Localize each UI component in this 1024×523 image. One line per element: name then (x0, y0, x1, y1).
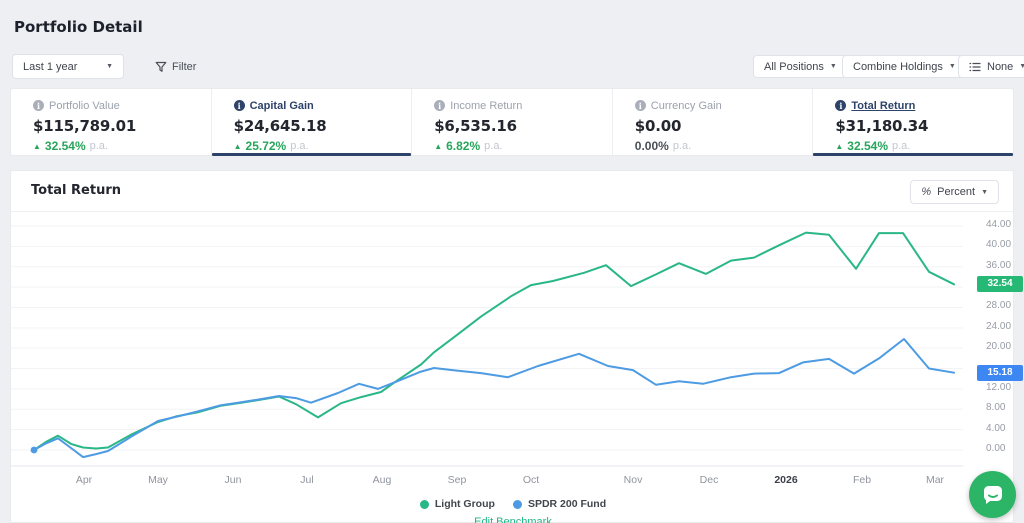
period-select[interactable]: Last 1 year ▼ (12, 54, 124, 79)
y-axis-tick: 8.00 (986, 402, 1006, 414)
x-axis-tick: Jun (224, 474, 242, 486)
arrow-up-icon: ▲ (233, 141, 242, 151)
legend-item[interactable]: SPDR 200 Fund (512, 498, 607, 510)
y-axis-tick: 36.00 (986, 259, 1012, 271)
edit-benchmark-link[interactable]: Edit Benchmark (474, 516, 552, 523)
chat-widget-button[interactable] (969, 471, 1016, 518)
x-axis-tick: Aug (372, 474, 392, 486)
stat-change-suffix: p.a. (672, 140, 692, 152)
chevron-down-icon: ▼ (1019, 63, 1024, 70)
arrow-up-icon: ▲ (33, 141, 41, 151)
list-icon (969, 62, 981, 71)
x-axis-tick: Jul (300, 474, 314, 486)
stat-change: 25.72% (245, 139, 287, 153)
stat-label: Currency Gain (650, 99, 722, 112)
chevron-down-icon: ▼ (981, 188, 988, 196)
stat-card-total-return[interactable]: i Total Return $31,180.34 ▲ 32.54% p.a. (812, 89, 1013, 156)
x-axis-tick: Sep (447, 474, 467, 486)
grouping-none-button[interactable]: None ▼ (958, 55, 1024, 78)
stat-change: 0.00% (634, 139, 669, 153)
chart-legend: Light Group SPDR 200 Fund (11, 498, 1015, 510)
stat-value: $24,645.18 (233, 117, 327, 135)
x-axis-tick: 2026 (774, 474, 798, 486)
stat-value: $0.00 (634, 117, 682, 135)
all-positions-label: All Positions (764, 60, 824, 73)
chevron-down-icon: ▼ (948, 63, 956, 70)
x-axis-tick: Feb (852, 474, 872, 486)
y-axis-tick: 28.00 (986, 300, 1012, 312)
x-axis-tick: Apr (75, 474, 93, 486)
stat-change-suffix: p.a. (290, 140, 309, 152)
stat-change: 32.54% (44, 139, 86, 153)
stat-value: $6,535.16 (434, 117, 517, 135)
stat-label: Income Return (450, 99, 523, 112)
combine-holdings-button[interactable]: Combine Holdings ▼ (842, 55, 967, 78)
info-icon: i (33, 100, 44, 111)
stat-label: Capital Gain (249, 99, 314, 112)
stats-panel: i Portfolio Value $115,789.01 ▲ 32.54% p.a.… (10, 88, 1014, 156)
y-axis-tick: 24.00 (986, 320, 1012, 332)
period-select-value: Last 1 year (23, 60, 78, 73)
filter-button[interactable]: Filter (145, 54, 206, 79)
series-end-value-badge: 32.54 (977, 276, 1023, 293)
stat-change: 32.54% (847, 139, 888, 153)
y-axis-tick: 20.00 (986, 341, 1012, 353)
chevron-down-icon: ▼ (829, 63, 837, 70)
x-axis-tick: Nov (623, 474, 643, 486)
combine-holdings-label: Combine Holdings (853, 60, 943, 73)
stat-label: Portfolio Value (49, 99, 120, 112)
y-axis-tick: 4.00 (986, 422, 1006, 434)
stat-change-suffix: p.a. (484, 140, 503, 152)
stat-label: Total Return (851, 99, 916, 112)
legend-label: Light Group (434, 498, 495, 510)
x-axis-tick: Oct (522, 474, 540, 486)
stat-card-capital-gain[interactable]: i Capital Gain $24,645.18 ▲ 25.72% p.a. (210, 89, 412, 156)
percent-icon: % (921, 186, 932, 198)
page-title: Portfolio Detail (14, 18, 143, 36)
y-axis-tick: 12.00 (986, 381, 1012, 393)
unit-percent-button[interactable]: % Percent ▼ (910, 180, 999, 204)
stat-change-suffix: p.a. (892, 140, 911, 152)
unit-label: Percent (937, 186, 976, 198)
y-axis-tick: 0.00 (986, 443, 1006, 454)
chevron-down-icon: ▼ (106, 63, 113, 70)
y-axis-tick: 40.00 (986, 239, 1012, 251)
info-icon: i (835, 100, 847, 111)
chart-panel: Total Return % Percent ▼ 0.00 4.00 8.00 12.… (10, 170, 1023, 523)
legend-label: SPDR 200 Fund (527, 498, 607, 510)
stat-value: $115,789.01 (33, 117, 137, 135)
chart-header: Total Return % Percent ▼ (11, 171, 1013, 212)
arrow-up-icon: ▲ (835, 141, 844, 151)
stat-change: 6.82% (446, 139, 481, 153)
stat-change-suffix: p.a. (89, 140, 108, 152)
stat-value: $31,180.34 (835, 117, 929, 135)
x-axis: Apr May Jun Jul Aug Sep Oct Nov Dec 2026 Feb Mar (11, 474, 973, 488)
stat-card-income-return[interactable]: i Income Return $6,535.16 ▲ 6.82% p.a. (411, 89, 612, 155)
legend-dot-icon (512, 499, 522, 509)
chart-plot-area[interactable] (11, 211, 973, 473)
all-positions-button[interactable]: All Positions ▼ (753, 55, 848, 78)
legend-item[interactable]: Light Group (419, 498, 495, 510)
legend-dot-icon (419, 499, 429, 509)
x-axis-tick: Dec (699, 474, 719, 486)
y-axis-tick: 44.00 (986, 219, 1012, 230)
active-tab-underline (813, 153, 1013, 156)
arrow-up-icon: ▲ (434, 141, 443, 151)
x-axis-tick: Mar (925, 474, 945, 486)
active-tab-underline (211, 153, 412, 156)
y-axis: 0.00 4.00 8.00 12.00 20.00 24.00 28.00 36.00 40.… (974, 171, 1023, 522)
x-axis-tick: May (148, 474, 168, 486)
info-icon: i (634, 100, 646, 111)
stat-card-portfolio-value[interactable]: i Portfolio Value $115,789.01 ▲ 32.54% p.a. (11, 89, 211, 155)
info-icon: i (233, 100, 245, 111)
series-end-value-badge: 15.18 (977, 364, 1023, 381)
grouping-label: None (987, 60, 1014, 73)
filter-label: Filter (172, 60, 197, 73)
chart-title: Total Return (31, 183, 122, 198)
chat-bubble-icon (983, 485, 1002, 504)
filter-funnel-icon (155, 61, 167, 72)
info-icon: i (434, 100, 446, 111)
